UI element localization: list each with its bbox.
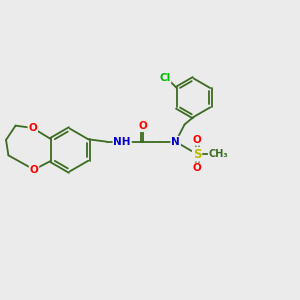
Text: O: O [30,165,38,175]
Text: O: O [28,123,37,133]
Text: CH₃: CH₃ [209,149,228,159]
Text: Cl: Cl [159,73,170,83]
Text: O: O [193,164,201,173]
Text: O: O [193,135,201,145]
Text: N: N [171,137,180,147]
Text: O: O [139,121,147,131]
Text: S: S [193,148,201,161]
Text: NH: NH [113,137,131,147]
